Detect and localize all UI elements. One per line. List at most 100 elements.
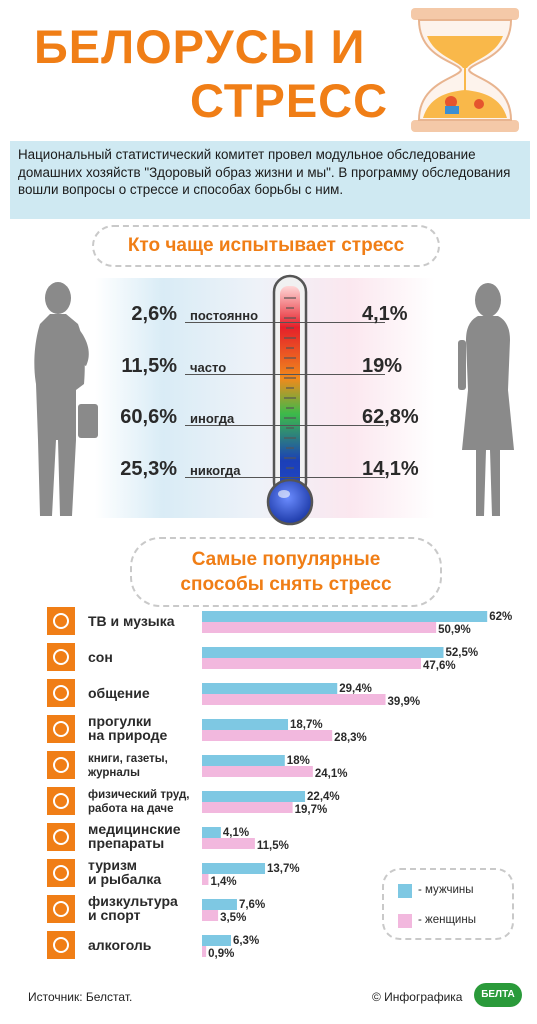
- category-label: препараты: [88, 835, 164, 851]
- books-icon-glyph: [53, 757, 69, 773]
- legend-label-men: - мужчины: [418, 884, 474, 896]
- thermometer-background: [95, 278, 435, 518]
- title-line-2: СТРЕСС: [190, 74, 389, 127]
- hourglass-icon: [411, 8, 519, 132]
- value-label-men: 7,6%: [239, 899, 265, 911]
- source-note: Источник: Белстат.: [28, 990, 133, 1004]
- bar-women: [202, 730, 333, 741]
- stress-row-line: [185, 374, 385, 375]
- page-title: БЕЛОРУСЫ И СТРЕСС: [34, 20, 388, 128]
- fish-icon: [47, 859, 75, 887]
- bar-men: [202, 683, 338, 694]
- value-label-men: 29,4%: [339, 683, 372, 695]
- tv-icon-glyph: [53, 613, 69, 629]
- stress-row-line: [185, 322, 385, 323]
- woman-silhouette-icon: [458, 283, 514, 516]
- stress-label: постоянно: [190, 308, 259, 323]
- stress-label: никогда: [190, 463, 241, 478]
- stress-row: 11,5% часто 19%: [0, 355, 537, 385]
- speech-bubbles-icon: [47, 679, 75, 707]
- bar-men: [202, 719, 289, 730]
- belta-logo: БЕЛТА: [474, 983, 522, 1007]
- bar-men: [202, 755, 285, 766]
- stress-label: часто: [190, 360, 227, 375]
- trees-icon: [47, 715, 75, 743]
- stress-women-value: 62,8%: [362, 406, 419, 428]
- plant-icon-glyph: [53, 793, 69, 809]
- category-label: прогулки: [88, 713, 152, 729]
- bar-women: [202, 658, 421, 669]
- value-label-men: 52,5%: [446, 647, 479, 659]
- stress-row: 60,6% иногда 62,8%: [0, 406, 537, 436]
- moon-stars-icon-glyph: [53, 649, 69, 665]
- bar-women: [202, 766, 313, 777]
- legend-swatch-women: [398, 914, 412, 928]
- moon-stars-icon: [47, 643, 75, 671]
- man-silhouette-icon: [34, 282, 98, 516]
- ball-icon-glyph: [53, 901, 69, 917]
- value-label-men: 18%: [287, 755, 310, 767]
- category-label: сон: [88, 649, 113, 665]
- bar-men: [202, 899, 237, 910]
- value-label-men: 18,7%: [290, 719, 323, 731]
- value-label-men: 62%: [489, 611, 512, 623]
- stress-row-line: [185, 425, 385, 426]
- pills-icon-glyph: [53, 829, 69, 845]
- stress-men-value: 25,3%: [120, 458, 177, 480]
- value-label-women: 47,6%: [423, 660, 456, 672]
- pills-icon: [47, 823, 75, 851]
- stress-women-value: 19%: [362, 355, 403, 377]
- section-title-methods: Самые популярные способы снять стресс: [130, 537, 442, 607]
- intro-text: Национальный статистический комитет пров…: [10, 141, 530, 219]
- bar-men: [202, 647, 444, 658]
- copyright-note: © Инфографика: [372, 990, 463, 1004]
- category-label: общение: [88, 685, 150, 701]
- chart-legend: - мужчины - женщины: [382, 868, 514, 940]
- stress-men-value: 2,6%: [131, 303, 177, 325]
- fish-icon-glyph: [53, 865, 69, 881]
- value-label-women: 50,9%: [438, 624, 471, 636]
- legend-swatch-men: [398, 884, 412, 898]
- value-label-women: 11,5%: [257, 840, 289, 852]
- value-label-women: 3,5%: [220, 912, 246, 924]
- category-label: журналы: [87, 767, 140, 779]
- section-title-methods-line-2: способы снять стресс: [180, 574, 392, 595]
- category-label: и рыбалка: [88, 871, 161, 887]
- stress-label: иногда: [190, 411, 235, 426]
- stress-men-value: 60,6%: [120, 406, 177, 428]
- category-label: туризм: [88, 857, 137, 873]
- category-label: медицинские: [88, 821, 181, 837]
- value-label-women: 24,1%: [315, 768, 348, 780]
- bar-women: [202, 802, 293, 813]
- stress-row: 2,6% постоянно 4,1%: [0, 303, 537, 333]
- title-line-1: БЕЛОРУСЫ И: [34, 20, 366, 73]
- value-label-women: 28,3%: [334, 732, 367, 744]
- ball-icon: [47, 895, 75, 923]
- plant-icon: [47, 787, 75, 815]
- stress-row: 25,3% никогда 14,1%: [0, 458, 537, 488]
- bar-men: [202, 935, 231, 946]
- thermometer-icon: [266, 274, 314, 526]
- bar-women: [202, 874, 209, 885]
- value-label-men: 6,3%: [233, 935, 259, 947]
- value-label-men: 22,4%: [307, 791, 340, 803]
- bottle-glass-icon-glyph: [53, 937, 69, 953]
- stress-men-value: 11,5%: [121, 355, 177, 377]
- tv-icon: [47, 607, 75, 635]
- category-label: и спорт: [88, 907, 141, 923]
- books-icon: [47, 751, 75, 779]
- value-label-men: 4,1%: [223, 827, 249, 839]
- stress-women-value: 4,1%: [362, 303, 408, 325]
- category-label: работа на даче: [88, 803, 174, 815]
- category-label: алкоголь: [88, 937, 152, 953]
- category-label: физический труд,: [88, 789, 189, 801]
- bar-men: [202, 827, 221, 838]
- bar-women: [202, 838, 255, 849]
- category-label: ТВ и музыка: [88, 613, 175, 629]
- bar-men: [202, 611, 488, 622]
- value-label-women: 19,7%: [295, 804, 328, 816]
- bar-men: [202, 791, 306, 802]
- bar-women: [202, 910, 219, 921]
- bar-men: [202, 863, 266, 874]
- bar-women: [202, 622, 437, 633]
